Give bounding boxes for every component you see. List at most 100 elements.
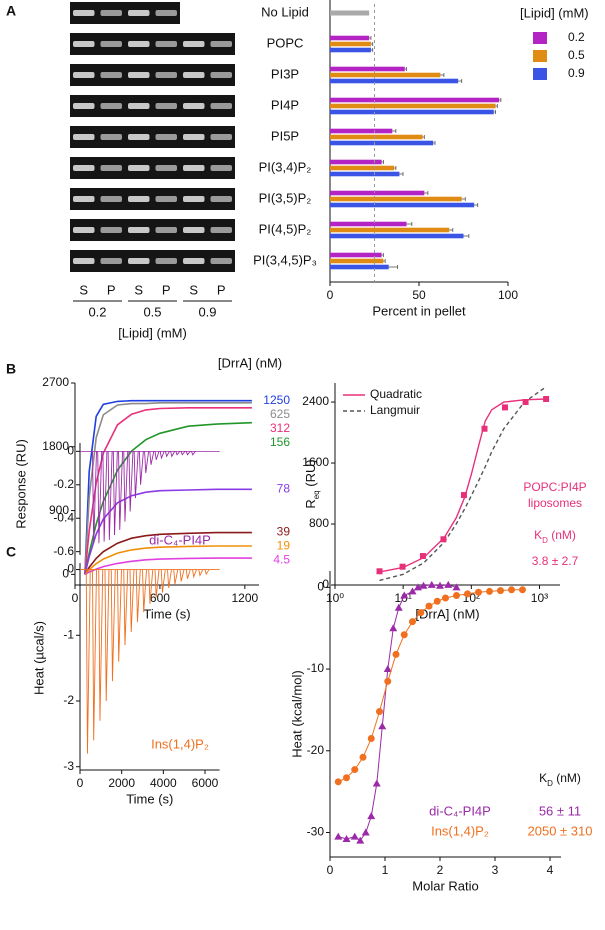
- bar: [330, 103, 496, 109]
- legend-label: Quadratic: [370, 387, 422, 401]
- legend-swatch: [533, 50, 547, 62]
- gel-band: [100, 196, 122, 202]
- x-tick-label: 4: [547, 863, 554, 877]
- x-axis-label: [DrrA] (nM): [415, 606, 479, 621]
- kd-title-part: D: [542, 536, 548, 545]
- y-tick-label: 0: [322, 577, 329, 591]
- gel-band: [210, 165, 232, 171]
- y-tick-label: -3: [63, 759, 74, 773]
- point: [389, 624, 398, 632]
- injection-peak: [123, 451, 129, 522]
- point: [400, 591, 409, 599]
- annotation: liposomes: [528, 496, 582, 510]
- curve-label: 156: [270, 435, 290, 449]
- injection-peak: [128, 451, 134, 512]
- gel-band: [100, 227, 122, 233]
- gel-band: [128, 258, 150, 264]
- gel-band: [155, 227, 177, 233]
- y-tick-label: 2400: [302, 394, 329, 408]
- x-tick-label: 2000: [108, 776, 135, 790]
- kd-title: KD (nM): [534, 528, 576, 544]
- legend-label: Langmuir: [370, 403, 420, 417]
- gel-band: [128, 103, 150, 109]
- curve-label: 312: [270, 421, 290, 435]
- point: [475, 588, 482, 596]
- bar: [330, 165, 395, 171]
- gel-band: [155, 258, 177, 264]
- point: [452, 583, 461, 591]
- injection-peak: [97, 451, 103, 544]
- y-axis-label: Heat (kcal/mol): [289, 670, 304, 757]
- y-tick-label: 1800: [42, 439, 69, 453]
- point: [408, 587, 417, 595]
- x-tick-label: 10³: [531, 591, 548, 605]
- point: [392, 650, 400, 658]
- category-label: PI3P: [271, 66, 299, 81]
- curve: [84, 402, 252, 575]
- gel-band: [183, 258, 205, 264]
- trace-label: Ins(1,4)P₂: [151, 736, 209, 751]
- bar: [330, 134, 423, 140]
- bar: [330, 97, 500, 103]
- x-tick-label: 50: [412, 288, 426, 302]
- point: [372, 779, 381, 787]
- point: [442, 594, 449, 602]
- point: [508, 586, 515, 594]
- injection-peak: [92, 451, 97, 544]
- x-tick-label: 100: [498, 288, 518, 302]
- point: [543, 396, 550, 403]
- category-label: PI(3,4)P₂: [259, 159, 312, 174]
- gel-band: [183, 134, 205, 140]
- legend-label: di-C₄-PI4P: [429, 803, 491, 818]
- injection-peak: [138, 451, 144, 485]
- x-tick-label: 600: [150, 591, 170, 605]
- gel-band: [155, 41, 177, 47]
- gel-band: [128, 196, 150, 202]
- y-tick-label: 2700: [42, 375, 69, 389]
- curve: [84, 545, 252, 575]
- injection-peak: [198, 569, 204, 577]
- injection-peak: [142, 569, 147, 613]
- gel-strip: [70, 188, 235, 210]
- category-label: PI(4,5)P₂: [259, 221, 312, 236]
- y-axis-label-part: (RU): [303, 459, 318, 490]
- bar: [330, 66, 405, 72]
- gel-band: [100, 41, 122, 47]
- injection-peak: [102, 451, 108, 542]
- gel-band: [210, 41, 232, 47]
- bar: [330, 47, 371, 53]
- injection-peak: [204, 569, 210, 576]
- x-tick-label: 0: [327, 863, 334, 877]
- y-tick-label: 1600: [302, 455, 329, 469]
- injection-peak: [133, 451, 139, 499]
- gel-band: [128, 227, 150, 233]
- y-tick-label: -20: [307, 743, 325, 757]
- bar: [330, 233, 464, 239]
- kd-title-part: D: [547, 779, 553, 788]
- injection-peak: [175, 451, 181, 456]
- y-axis-label: Heat (µcal/s): [31, 621, 46, 695]
- x-tick-label: 3: [492, 863, 499, 877]
- gel-band: [100, 103, 122, 109]
- chart-title: [DrrA] (nM): [218, 355, 282, 370]
- curve: [84, 399, 252, 575]
- gel-band: [155, 165, 177, 171]
- y-tick-label: -10: [307, 661, 325, 675]
- injection-peak: [180, 451, 186, 456]
- y-axis-label: Response (RU): [13, 439, 28, 529]
- legend-swatch: [533, 32, 547, 44]
- injection-peak: [160, 569, 166, 593]
- injection-peak: [154, 569, 160, 598]
- concentration-label: 0.5: [143, 304, 161, 319]
- injection-peak: [192, 569, 197, 579]
- y-tick-label: 800: [309, 516, 329, 530]
- bar: [330, 41, 371, 47]
- point: [417, 609, 425, 617]
- y-tick-label: -0.6: [53, 544, 74, 558]
- injection-peak: [148, 569, 154, 604]
- gel-x-label: [Lipid] (mM): [118, 325, 187, 340]
- curve-label: 78: [277, 481, 291, 495]
- y-axis-label: Req (RU): [303, 459, 320, 508]
- gel-band: [73, 258, 95, 264]
- injection-peak: [123, 569, 129, 646]
